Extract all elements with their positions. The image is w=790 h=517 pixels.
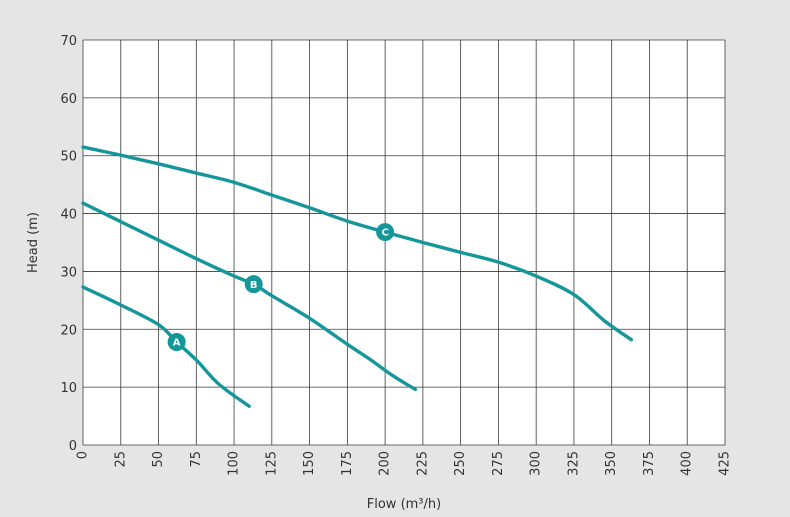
series-marker-label: B bbox=[250, 280, 258, 291]
x-tick-label: 150 bbox=[302, 451, 317, 476]
y-tick-label: 70 bbox=[60, 34, 77, 49]
y-tick-label: 50 bbox=[60, 150, 77, 165]
series-marker-label: C bbox=[381, 228, 388, 239]
x-tick-label: 225 bbox=[415, 451, 430, 476]
x-tick-label: 400 bbox=[680, 451, 695, 476]
x-tick-label: 375 bbox=[642, 451, 657, 476]
series-marker-c: C bbox=[376, 223, 395, 242]
series-marker-circle bbox=[376, 223, 395, 242]
x-tick-label: 175 bbox=[340, 451, 355, 476]
y-tick-label: 40 bbox=[60, 208, 77, 223]
x-tick-label: 350 bbox=[604, 451, 619, 476]
x-tick-label: 325 bbox=[566, 451, 581, 476]
tick-labels: 0 25 50 75 100 125 150 175 200 225 250 275 300 325 350… bbox=[60, 34, 732, 476]
x-tick-label: 125 bbox=[264, 451, 279, 476]
y-tick-label: 30 bbox=[60, 265, 77, 280]
y-tick-label: 10 bbox=[60, 381, 77, 396]
y-axis-title: Head (m) bbox=[26, 212, 41, 273]
series-marker-a: A bbox=[167, 333, 186, 352]
x-tick-label: 25 bbox=[113, 451, 128, 468]
series-marker-circle bbox=[167, 333, 186, 352]
x-tick-label: 200 bbox=[378, 451, 393, 476]
x-tick-label: 75 bbox=[189, 451, 204, 468]
series-marker-label: A bbox=[173, 338, 181, 349]
x-tick-label: 0 bbox=[76, 451, 91, 459]
series-markers: A B C bbox=[167, 223, 395, 352]
x-tick-label: 250 bbox=[453, 451, 468, 476]
x-axis-title: Flow (m³/h) bbox=[367, 497, 441, 512]
series-marker-b: B bbox=[244, 275, 263, 294]
y-tick-label: 20 bbox=[60, 323, 77, 338]
x-tick-label: 50 bbox=[151, 451, 166, 468]
x-tick-label: 100 bbox=[227, 451, 242, 476]
plot-area bbox=[83, 40, 725, 445]
x-tick-label: 425 bbox=[718, 451, 733, 476]
y-tick-label: 60 bbox=[60, 92, 77, 107]
series-marker-circle bbox=[244, 275, 263, 294]
x-tick-label: 300 bbox=[529, 451, 544, 476]
x-tick-label: 275 bbox=[491, 451, 506, 476]
series-line-b bbox=[81, 201, 418, 392]
y-tick-label: 0 bbox=[69, 439, 77, 454]
series-line-c bbox=[81, 145, 634, 342]
